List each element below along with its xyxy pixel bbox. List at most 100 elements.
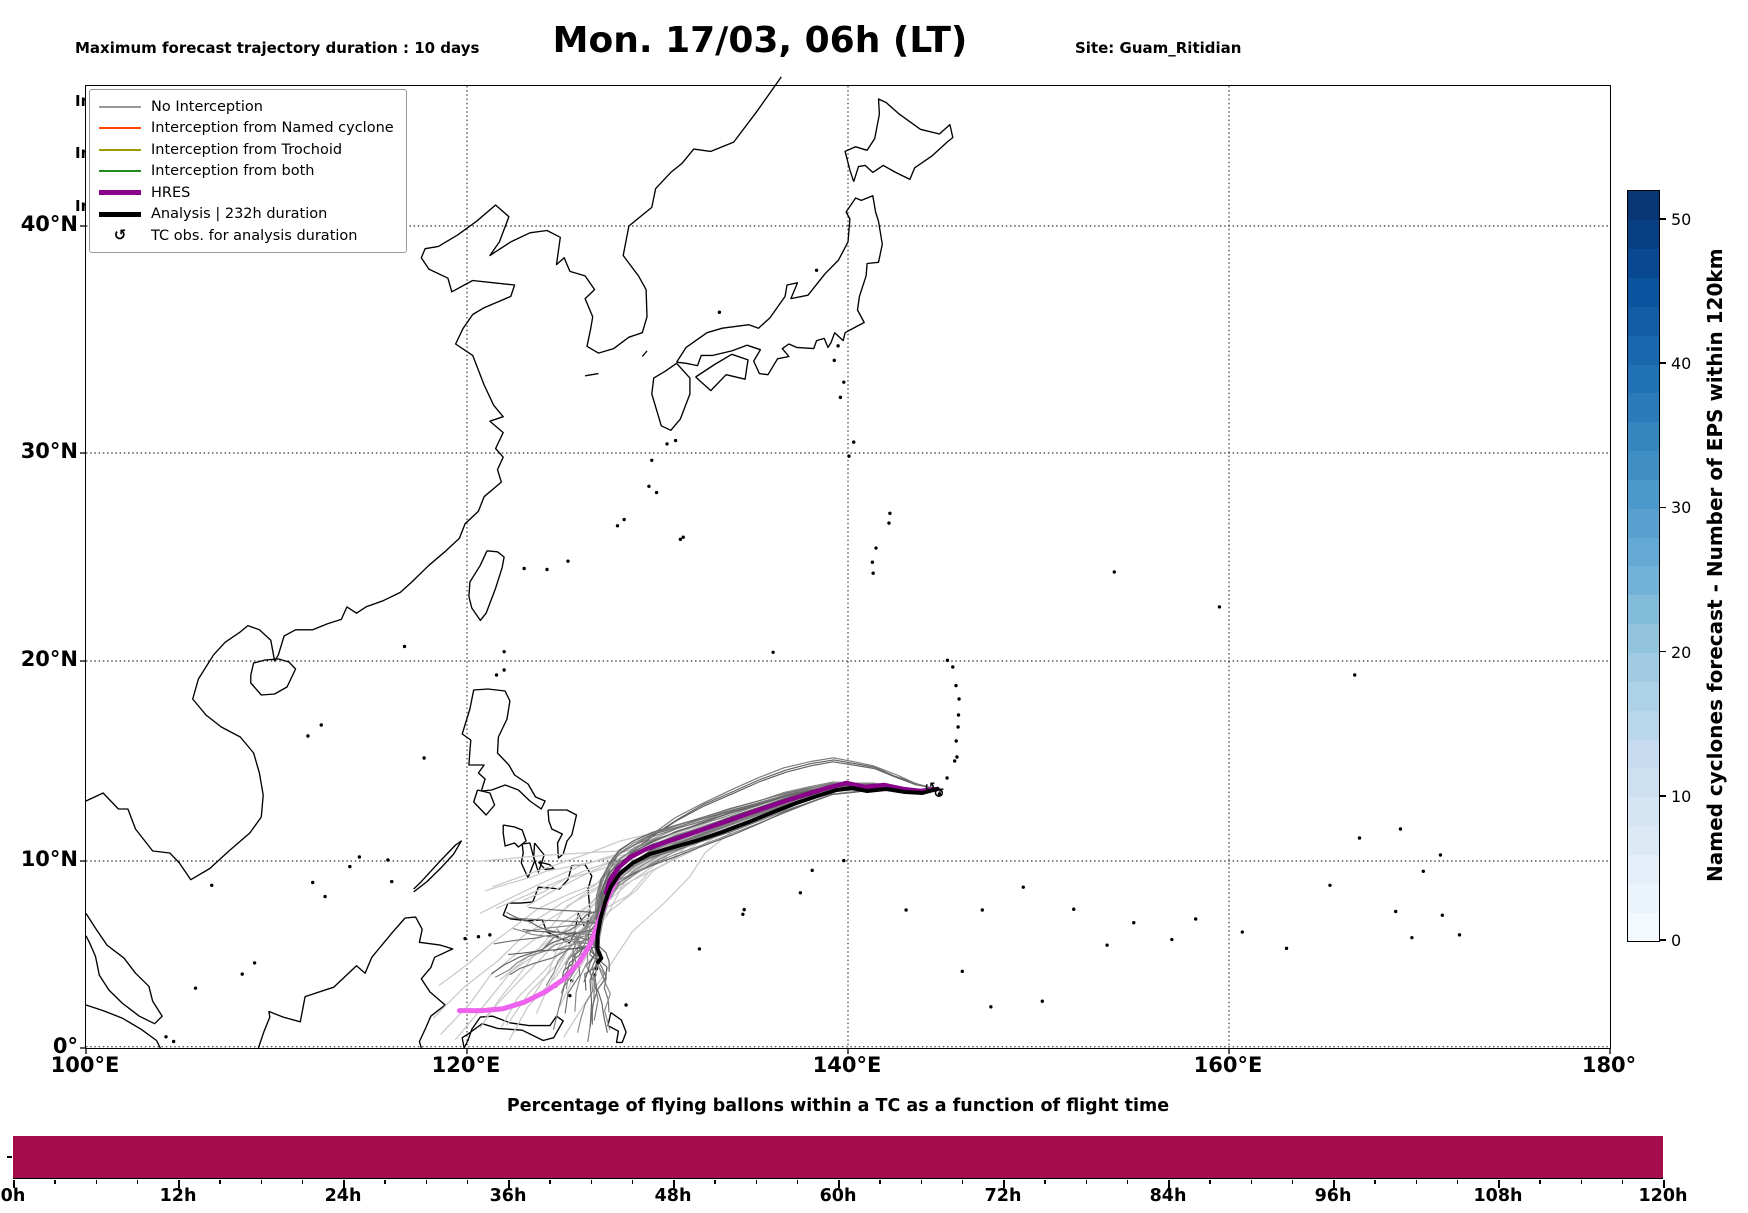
island-dot [717,310,722,314]
colorbar-tick [1660,218,1666,220]
coastline [547,809,578,859]
figure-title: Mon. 17/03, 06h (LT) [552,20,968,61]
colorbar-tick-label: 0 [1671,931,1682,950]
y-tick-label: 30°N [20,439,78,463]
coastline [85,913,163,1025]
island-dot [665,442,669,446]
ensemble-member [506,786,939,943]
colorbar-tick-label: 10 [1671,786,1692,806]
ensemble-member [595,785,939,1033]
colorbar-step [1628,854,1659,884]
bottom-axis-ytick [7,1156,12,1158]
island-dot [624,1003,628,1007]
island-dot [1112,570,1117,574]
bottom-minor-tick [1291,1179,1294,1184]
bottom-minor-tick [714,1179,716,1184]
colorbar-step [1628,681,1659,711]
tc-obs-marker-icon: ↺ [934,787,945,802]
coastline [584,372,599,377]
island-dot [952,759,957,763]
island-dot [771,650,775,654]
bottom-tick-label: 48h [654,1186,692,1206]
bottom-minor-tick [1539,1179,1541,1184]
bottom-minor-tick [260,1179,262,1184]
island-dot [741,912,745,916]
colorbar-step [1628,335,1659,365]
bottom-major-tick [673,1179,675,1188]
param-max-duration: Maximum forecast trajectory duration : 1… [75,39,480,57]
island-dot [522,566,526,571]
island-dot [954,683,958,688]
island-dot [390,879,394,884]
island-dot [319,723,323,727]
island-dot [798,891,803,895]
tc-percentage-bar [13,1136,1663,1178]
ensemble-member [585,757,939,1042]
island-dot [402,644,407,649]
island-dot [240,972,244,976]
analysis-track [595,786,940,964]
island-dot [545,567,549,572]
colorbar-step [1628,594,1659,625]
colorbar-step [1628,508,1659,538]
tc-obs-marker-icon: ↺ [924,781,935,796]
bottom-tick-label: 96h [1314,1186,1352,1206]
coastline [461,688,546,810]
bottom-tick-label: 84h [1149,1186,1187,1206]
bottom-minor-tick [384,1179,386,1184]
x-tick-label: 160°E [1193,1053,1263,1077]
bottom-minor-tick [1126,1179,1129,1184]
coastline [502,824,527,848]
bottom-major-tick [178,1179,180,1188]
line-swatch [99,127,141,130]
colorbar-step [1628,191,1659,221]
island-dot [164,1035,168,1039]
x-tick-label: 120°E [431,1053,501,1077]
hres-track [603,780,940,896]
island-dot [681,535,685,539]
island-dot [810,868,814,873]
colorbar-step [1628,825,1659,855]
coastline [641,350,648,357]
bottom-tick-label: 24h [324,1186,362,1206]
colorbar-step [1628,450,1659,480]
coastline [250,658,297,696]
bottom-minor-tick [1374,1179,1376,1184]
island-dot [1410,935,1414,940]
bottom-tick-label: 120h [1638,1186,1688,1206]
bottom-minor-tick [1044,1179,1046,1184]
colorbar-step [1628,566,1659,596]
y-tick-label: 10°N [20,847,78,871]
coastline [844,98,954,182]
island-dot [1240,930,1245,934]
island-dot [1398,827,1403,831]
island-dot [476,935,481,939]
island-dot [622,517,626,522]
legend-item-both: Interception from both [90,161,406,183]
colorbar-step [1628,883,1659,913]
island-dot [1457,933,1462,937]
line-swatch [99,148,141,151]
bottom-minor-tick [961,1179,964,1184]
island-dot [1170,937,1174,942]
colorbar-step [1628,364,1659,394]
coastline [85,76,782,881]
ensemble-member [495,786,939,909]
colorbar-step [1628,392,1659,423]
island-dot [955,755,959,759]
island-dot [980,908,985,912]
bottom-major-tick [838,1179,840,1188]
island-dot [1421,869,1426,873]
colorbar-step [1628,306,1659,336]
colorbar-tick [1660,650,1666,653]
island-dot [832,358,836,363]
island-dot [1357,836,1362,840]
island-dot [1440,913,1445,917]
bottom-minor-tick [425,1179,427,1184]
bottom-minor-tick [1250,1179,1252,1184]
line-swatch [99,190,141,196]
ensemble-member [523,786,938,901]
colorbar-step [1628,421,1659,452]
island-dot [488,933,492,937]
coastline [461,1015,564,1049]
